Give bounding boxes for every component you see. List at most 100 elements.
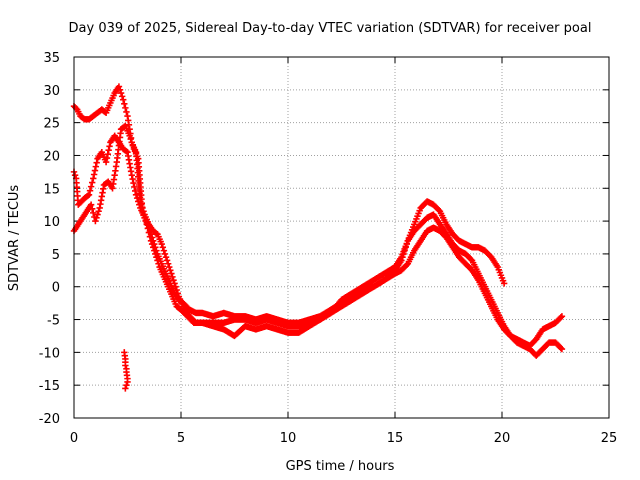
data-point (86, 187, 94, 194)
data-point (129, 142, 137, 149)
data-point (145, 229, 153, 236)
data-point (85, 191, 93, 199)
x-tick-label: 0 (70, 431, 78, 446)
data-point (149, 244, 157, 251)
data-point (106, 143, 113, 150)
data-point (139, 208, 146, 215)
data-point (141, 214, 148, 222)
y-tick-label: 30 (43, 84, 60, 99)
data-point (170, 276, 177, 284)
data-point (167, 267, 174, 274)
data-point (116, 86, 124, 94)
data-point (159, 244, 167, 251)
y-tick-label: -10 (39, 346, 60, 361)
data-point (118, 93, 126, 100)
data-point (126, 132, 133, 139)
data-point (153, 253, 160, 261)
data-point (71, 171, 79, 179)
data-point (88, 179, 96, 186)
data-point (168, 270, 175, 277)
data-point (87, 201, 95, 208)
data-point (155, 260, 162, 267)
y-tick-label: -15 (39, 379, 60, 394)
data-point (122, 362, 129, 369)
data-points (70, 83, 566, 392)
data-point (558, 313, 566, 320)
data-point (90, 171, 98, 178)
y-tick-label: 5 (52, 248, 60, 263)
data-point (117, 89, 125, 97)
data-point (104, 150, 112, 158)
data-point (151, 247, 158, 254)
y-tick-label: 25 (43, 117, 60, 132)
data-point (128, 171, 135, 179)
y-tick-label: -20 (39, 412, 60, 427)
data-point (124, 378, 131, 386)
data-point (403, 261, 410, 269)
data-point (84, 192, 92, 199)
x-axis-title: GPS time / hours (286, 459, 395, 474)
data-point (115, 83, 123, 90)
data-point (105, 147, 112, 154)
y-tick-label: 35 (43, 51, 60, 66)
data-point (147, 237, 155, 244)
x-tick-label: 20 (494, 431, 511, 446)
y-tick-label: 20 (43, 149, 60, 164)
data-point (132, 187, 139, 195)
data-point (146, 233, 154, 240)
data-point (143, 221, 150, 228)
data-point (166, 263, 173, 271)
data-point (123, 148, 130, 155)
data-point (121, 100, 128, 107)
data-point (435, 206, 443, 214)
x-tick-label: 5 (177, 431, 185, 446)
data-point (122, 385, 129, 392)
data-point (123, 108, 130, 116)
x-tick-label: 25 (601, 431, 618, 446)
data-point (129, 175, 136, 183)
data-point (95, 208, 102, 215)
data-point (142, 217, 149, 225)
data-point (160, 247, 168, 254)
data-point (120, 96, 127, 103)
data-point (90, 209, 97, 217)
data-point (148, 240, 156, 248)
data-point (122, 104, 129, 112)
data-point (558, 345, 566, 353)
data-point (164, 260, 172, 267)
data-point (102, 158, 110, 166)
data-point (173, 286, 180, 294)
data-point (128, 139, 135, 146)
data-point (152, 250, 159, 258)
data-point (154, 257, 161, 264)
data-point (92, 217, 99, 225)
x-tick-labels: 0 5 10 15 20 25 (70, 431, 617, 446)
data-point (94, 211, 101, 218)
x-tick-label: 15 (387, 431, 404, 446)
data-point (500, 280, 508, 287)
data-point (140, 211, 147, 218)
data-point (153, 230, 160, 237)
data-point (90, 175, 97, 182)
data-point (162, 253, 170, 261)
data-point (557, 314, 565, 321)
data-point (158, 240, 165, 248)
data-point (169, 273, 176, 281)
data-point (467, 256, 475, 263)
data-point (88, 205, 96, 212)
data-point (92, 163, 100, 170)
x-tick-label: 10 (280, 431, 297, 446)
y-tick-label: 15 (43, 182, 60, 197)
y-tick-label: 10 (43, 215, 60, 230)
data-point (103, 154, 111, 162)
data-point (557, 344, 565, 352)
y-tick-label: -5 (47, 314, 60, 329)
data-point (127, 135, 134, 143)
data-point (93, 159, 100, 166)
data-point (91, 167, 99, 174)
data-point (171, 280, 178, 287)
data-point (123, 381, 130, 389)
data-point (172, 283, 179, 290)
y-tick-labels: -20 -15 -10 -5 0 5 10 15 20 25 30 35 (39, 51, 60, 427)
